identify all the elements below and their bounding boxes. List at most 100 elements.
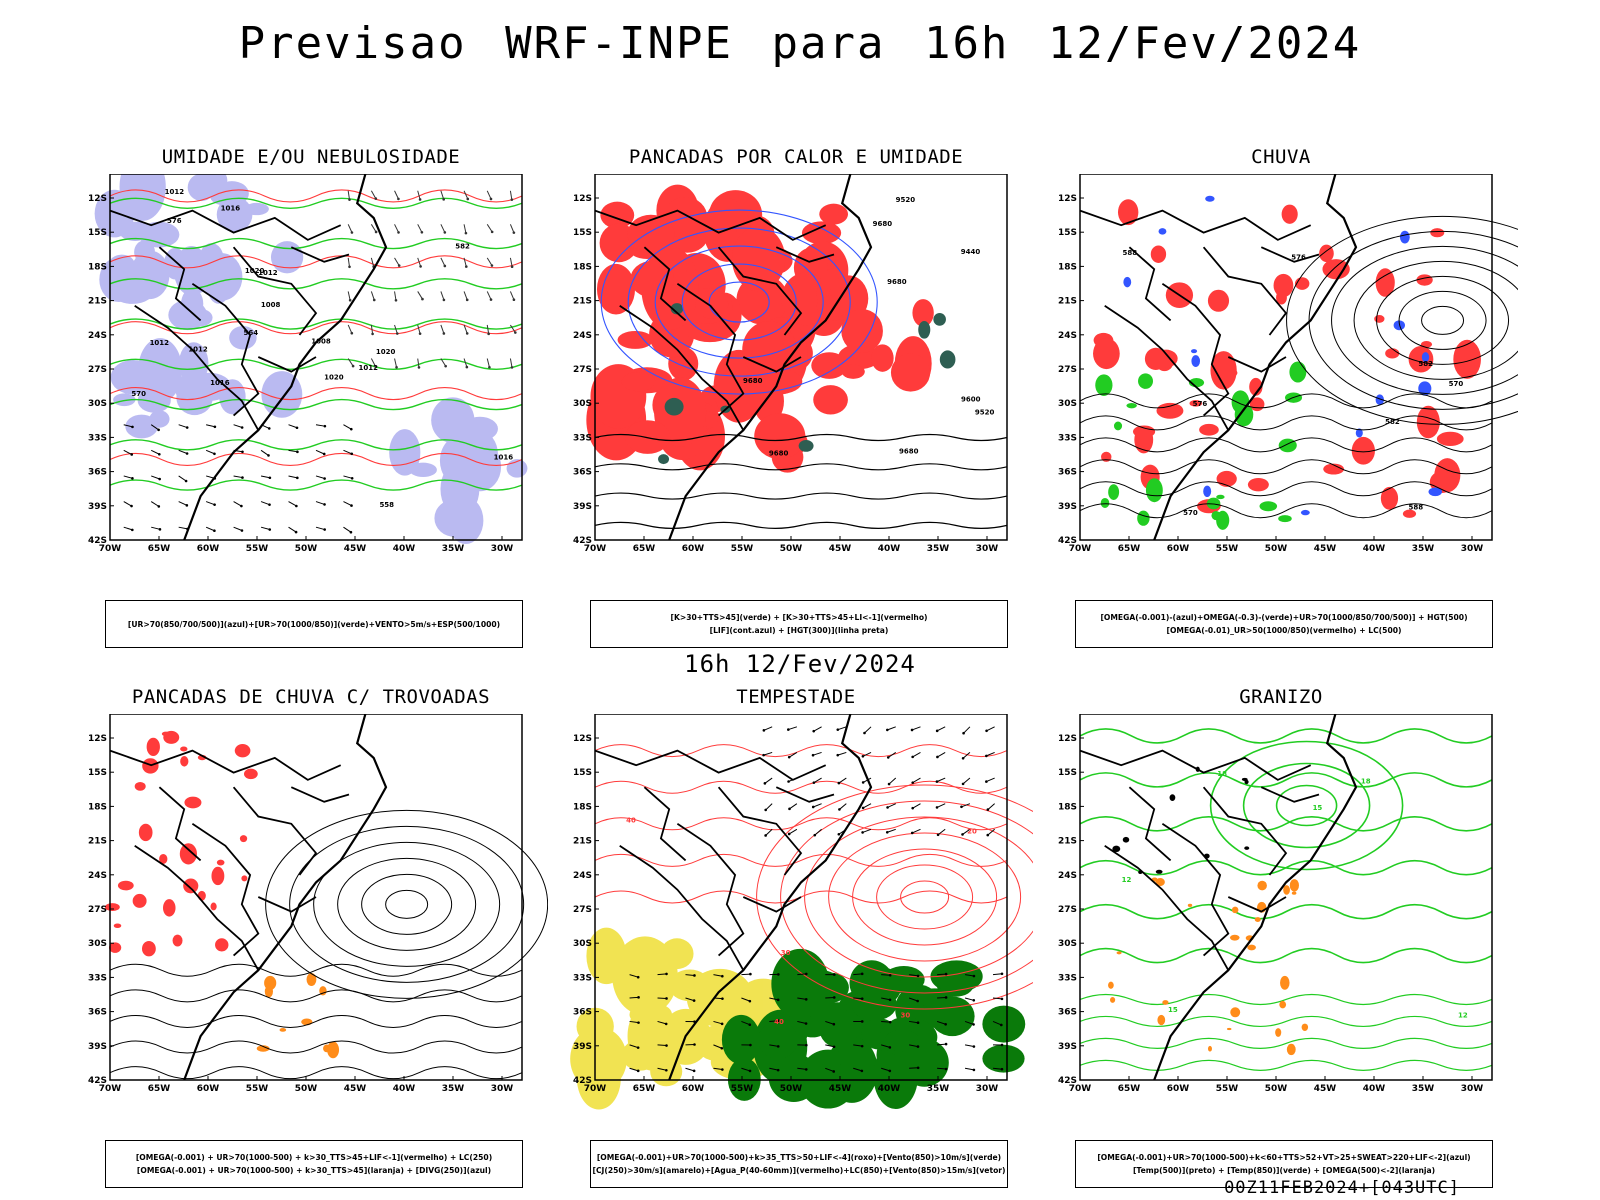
thunder-orange-area-patch — [256, 1045, 270, 1052]
rain-red-area-patch — [1249, 377, 1263, 396]
omega-green-area-patch — [1289, 361, 1307, 383]
wind-vector — [440, 324, 445, 334]
wind-vector — [788, 828, 798, 835]
wind-vector — [825, 1067, 834, 1072]
wind-vector-head — [748, 999, 752, 1003]
wind-vector-head — [860, 997, 864, 1000]
wind-vector — [825, 996, 835, 999]
lon-tick-label: 50W — [1265, 544, 1288, 554]
omega-green-area-patch — [1108, 484, 1120, 500]
wind-vector-head — [158, 477, 161, 481]
legend-line: [OMEGA(-0.001)+UR>70(1000-500)+k>35_TTS>… — [596, 1153, 1002, 1162]
hgt-value-label: 582 — [1418, 360, 1433, 368]
rain-red-area-patch — [1134, 425, 1154, 454]
wind-vector-head — [421, 297, 424, 301]
lat-tick-label: 27S — [1058, 365, 1077, 375]
wind-vector — [370, 190, 377, 199]
humidity-lavender-patch — [134, 240, 155, 264]
wind-vector-head — [348, 198, 351, 201]
omega500-orange-patch — [1231, 906, 1239, 914]
thickness-red-dashed-line — [109, 321, 523, 335]
omega-blue-area-patch — [1421, 352, 1430, 363]
streamline-high-line — [313, 841, 501, 967]
wind-vector-head — [776, 1045, 780, 1048]
temp850-green-contours-line — [1079, 772, 1493, 788]
humidity-lavender-se-patch — [461, 416, 498, 441]
thunder-red-area — [104, 730, 258, 957]
rain-red-area-patch — [1416, 405, 1440, 439]
country-border — [232, 246, 318, 336]
wind-vector — [887, 726, 896, 731]
thunder-red-area-patch — [215, 938, 229, 952]
wind-vector-head — [323, 477, 326, 480]
omega-blue-area-patch — [1191, 355, 1201, 367]
wind-vector-head — [861, 754, 865, 758]
wind-vector — [629, 1020, 639, 1024]
omega500-orange-patch — [1229, 934, 1240, 941]
wind-vector — [417, 257, 422, 267]
wind-vector — [986, 726, 995, 732]
wind-vector — [343, 501, 352, 507]
wind-vector-head — [213, 452, 216, 456]
lon-tick-label: 60W — [682, 544, 705, 554]
isobar-value-label: 1012 — [165, 188, 185, 196]
wind-vector-head — [692, 999, 696, 1002]
map-geography — [109, 714, 388, 1081]
wind-vector — [463, 257, 467, 267]
temp500-black-patch — [1112, 845, 1121, 853]
wind-vector — [797, 1020, 807, 1025]
wind-vector — [813, 803, 822, 808]
lon-tick-label: 55W — [1216, 544, 1239, 554]
thunder-red-area-patch — [117, 880, 134, 891]
rain-red-area-patch — [1380, 486, 1399, 510]
humidity-green-contours-line — [109, 318, 523, 330]
wind-vector-head — [935, 806, 939, 809]
lat-tick-label: 33S — [573, 973, 592, 983]
convective-red-area-patch — [617, 330, 654, 349]
wind-vector — [713, 1044, 722, 1049]
thunder-red-area-patch — [113, 923, 122, 929]
hgt-value-label: 570 — [1183, 509, 1198, 517]
wind-vector-head — [185, 452, 189, 455]
temp850-green-contours-line — [1079, 816, 1493, 832]
wind-vector — [888, 777, 897, 785]
wind-vector — [440, 257, 446, 267]
wind-vector — [812, 751, 822, 756]
wind-vector — [769, 1067, 779, 1071]
convective-red-area-patch — [705, 208, 738, 246]
panel-chuva: CHUVA 12S 15S 18S 21S 24S 27S 30S 33S 36S 39S 42S 7… — [1042, 146, 1520, 648]
lat-tick-label: 15S — [573, 228, 592, 238]
wind-vector-head — [322, 452, 326, 456]
thunder-orange-area-patch — [327, 1041, 340, 1059]
wind-vector — [937, 1067, 947, 1070]
wind-vector — [486, 358, 490, 368]
wind-vector-head — [465, 298, 469, 302]
temp500-black-patch — [1244, 779, 1249, 785]
k-tts-dark-green-patch — [664, 397, 684, 416]
wind-vector-head — [787, 780, 790, 783]
wind-vector-head — [442, 198, 445, 201]
map-geography — [109, 174, 388, 541]
country-border — [594, 749, 827, 781]
coastline — [183, 714, 388, 1081]
coastline — [1153, 714, 1358, 1081]
humidity-lavender-se-patch — [389, 429, 421, 476]
country-border — [717, 786, 803, 876]
lon-tick-label: 65W — [148, 1084, 171, 1094]
wind-vector — [417, 224, 423, 233]
lon-tick-label: 35W — [1412, 1084, 1435, 1094]
isobar-value-label: 1016 — [221, 205, 241, 213]
thunder-red-area-patch — [142, 758, 159, 774]
legend-line: [CJ(250)>30m/s](amarelo)+[Agua_P(40-60mm… — [592, 1166, 1006, 1175]
map-frame — [1079, 714, 1493, 1081]
wind850-green-area-patch — [814, 1063, 849, 1081]
convective-red-area-east-patch — [912, 299, 934, 327]
lat-tick-label: 42S — [88, 536, 107, 546]
wind-vector — [713, 974, 723, 977]
wind-vector-head — [131, 528, 134, 532]
pw-red-contours-line — [780, 800, 1033, 994]
lat-tick-label: 15S — [1058, 768, 1077, 778]
thunder-red-area-patch — [134, 781, 146, 791]
streamline-high-line — [289, 825, 525, 983]
isobar-value-label: 1020 — [376, 348, 396, 356]
